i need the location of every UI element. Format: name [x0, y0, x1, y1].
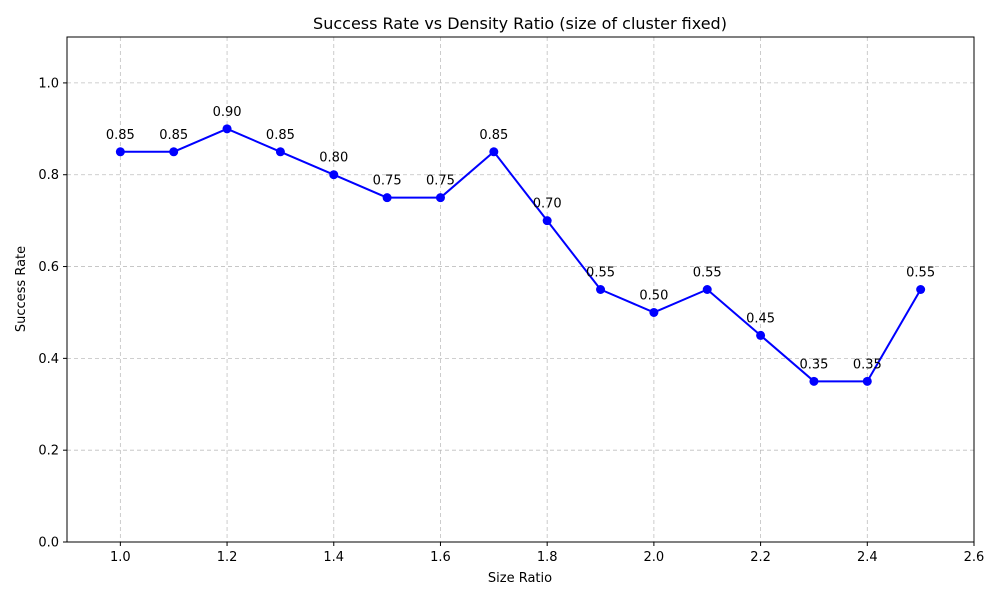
series-line — [120, 127, 922, 383]
data-label: 0.50 — [639, 288, 668, 303]
data-point — [542, 216, 552, 226]
data-label: 0.85 — [159, 128, 188, 143]
data-point — [649, 307, 659, 317]
data-point — [489, 147, 499, 157]
y-tick-label: 0.0 — [38, 536, 59, 551]
data-label: 0.35 — [853, 357, 882, 372]
data-point — [329, 170, 339, 180]
data-point — [169, 147, 179, 157]
data-label: 0.80 — [319, 151, 348, 166]
x-tick-label: 2.0 — [644, 550, 665, 565]
data-point — [862, 376, 872, 386]
data-point — [702, 285, 712, 294]
data-point — [275, 147, 285, 157]
data-label: 0.85 — [106, 128, 135, 143]
axes: 1.0 1.2 1.4 1.6 1.8 2.0 2.2 2.4 2.6 0.0 0.2 0.4 0.6 0… — [38, 36, 985, 565]
x-tick-label: 1.6 — [430, 550, 451, 565]
data-label: 0.55 — [586, 266, 615, 281]
grid — [67, 37, 975, 543]
x-tick-label: 1.2 — [217, 550, 238, 565]
data-point — [382, 193, 392, 203]
data-label: 0.35 — [799, 357, 828, 372]
data-point — [916, 285, 926, 294]
data-point — [435, 193, 445, 203]
x-tick-label: 1.8 — [537, 550, 558, 565]
plot-frame — [66, 36, 975, 543]
x-tick-label: 2.2 — [750, 550, 771, 565]
data-label: 0.55 — [906, 266, 935, 281]
x-tick-label: 1.4 — [323, 550, 344, 565]
x-axis-label: Size Ratio — [488, 571, 552, 586]
y-tick-label: 1.0 — [38, 76, 59, 91]
x-tick-label: 2.4 — [857, 550, 878, 565]
data-point — [756, 330, 766, 340]
data-point — [596, 285, 606, 294]
data-labels: 0.85 0.85 0.90 0.85 0.80 0.75 0.75 0.85 0.70 0.55… — [106, 105, 935, 372]
y-tick-label: 0.6 — [38, 260, 59, 275]
data-label: 0.85 — [266, 128, 295, 143]
data-label: 0.85 — [479, 128, 508, 143]
x-tick-label: 1.0 — [110, 550, 131, 565]
data-label: 0.45 — [746, 311, 775, 326]
series — [115, 124, 926, 386]
y-tick-label: 0.2 — [38, 444, 59, 459]
data-label: 0.90 — [213, 105, 242, 120]
y-tick-label: 0.8 — [38, 168, 59, 183]
y-tick-label: 0.4 — [38, 352, 59, 367]
data-point — [809, 376, 819, 386]
data-label: 0.75 — [426, 174, 455, 189]
y-axis-label: Success Rate — [14, 246, 29, 332]
data-point — [222, 124, 232, 134]
data-label: 0.75 — [373, 174, 402, 189]
data-label: 0.70 — [533, 197, 562, 212]
chart-title: Success Rate vs Density Ratio (size of c… — [313, 14, 727, 33]
x-tick-label: 2.6 — [964, 550, 985, 565]
data-label: 0.55 — [693, 266, 722, 281]
data-point — [115, 147, 125, 157]
